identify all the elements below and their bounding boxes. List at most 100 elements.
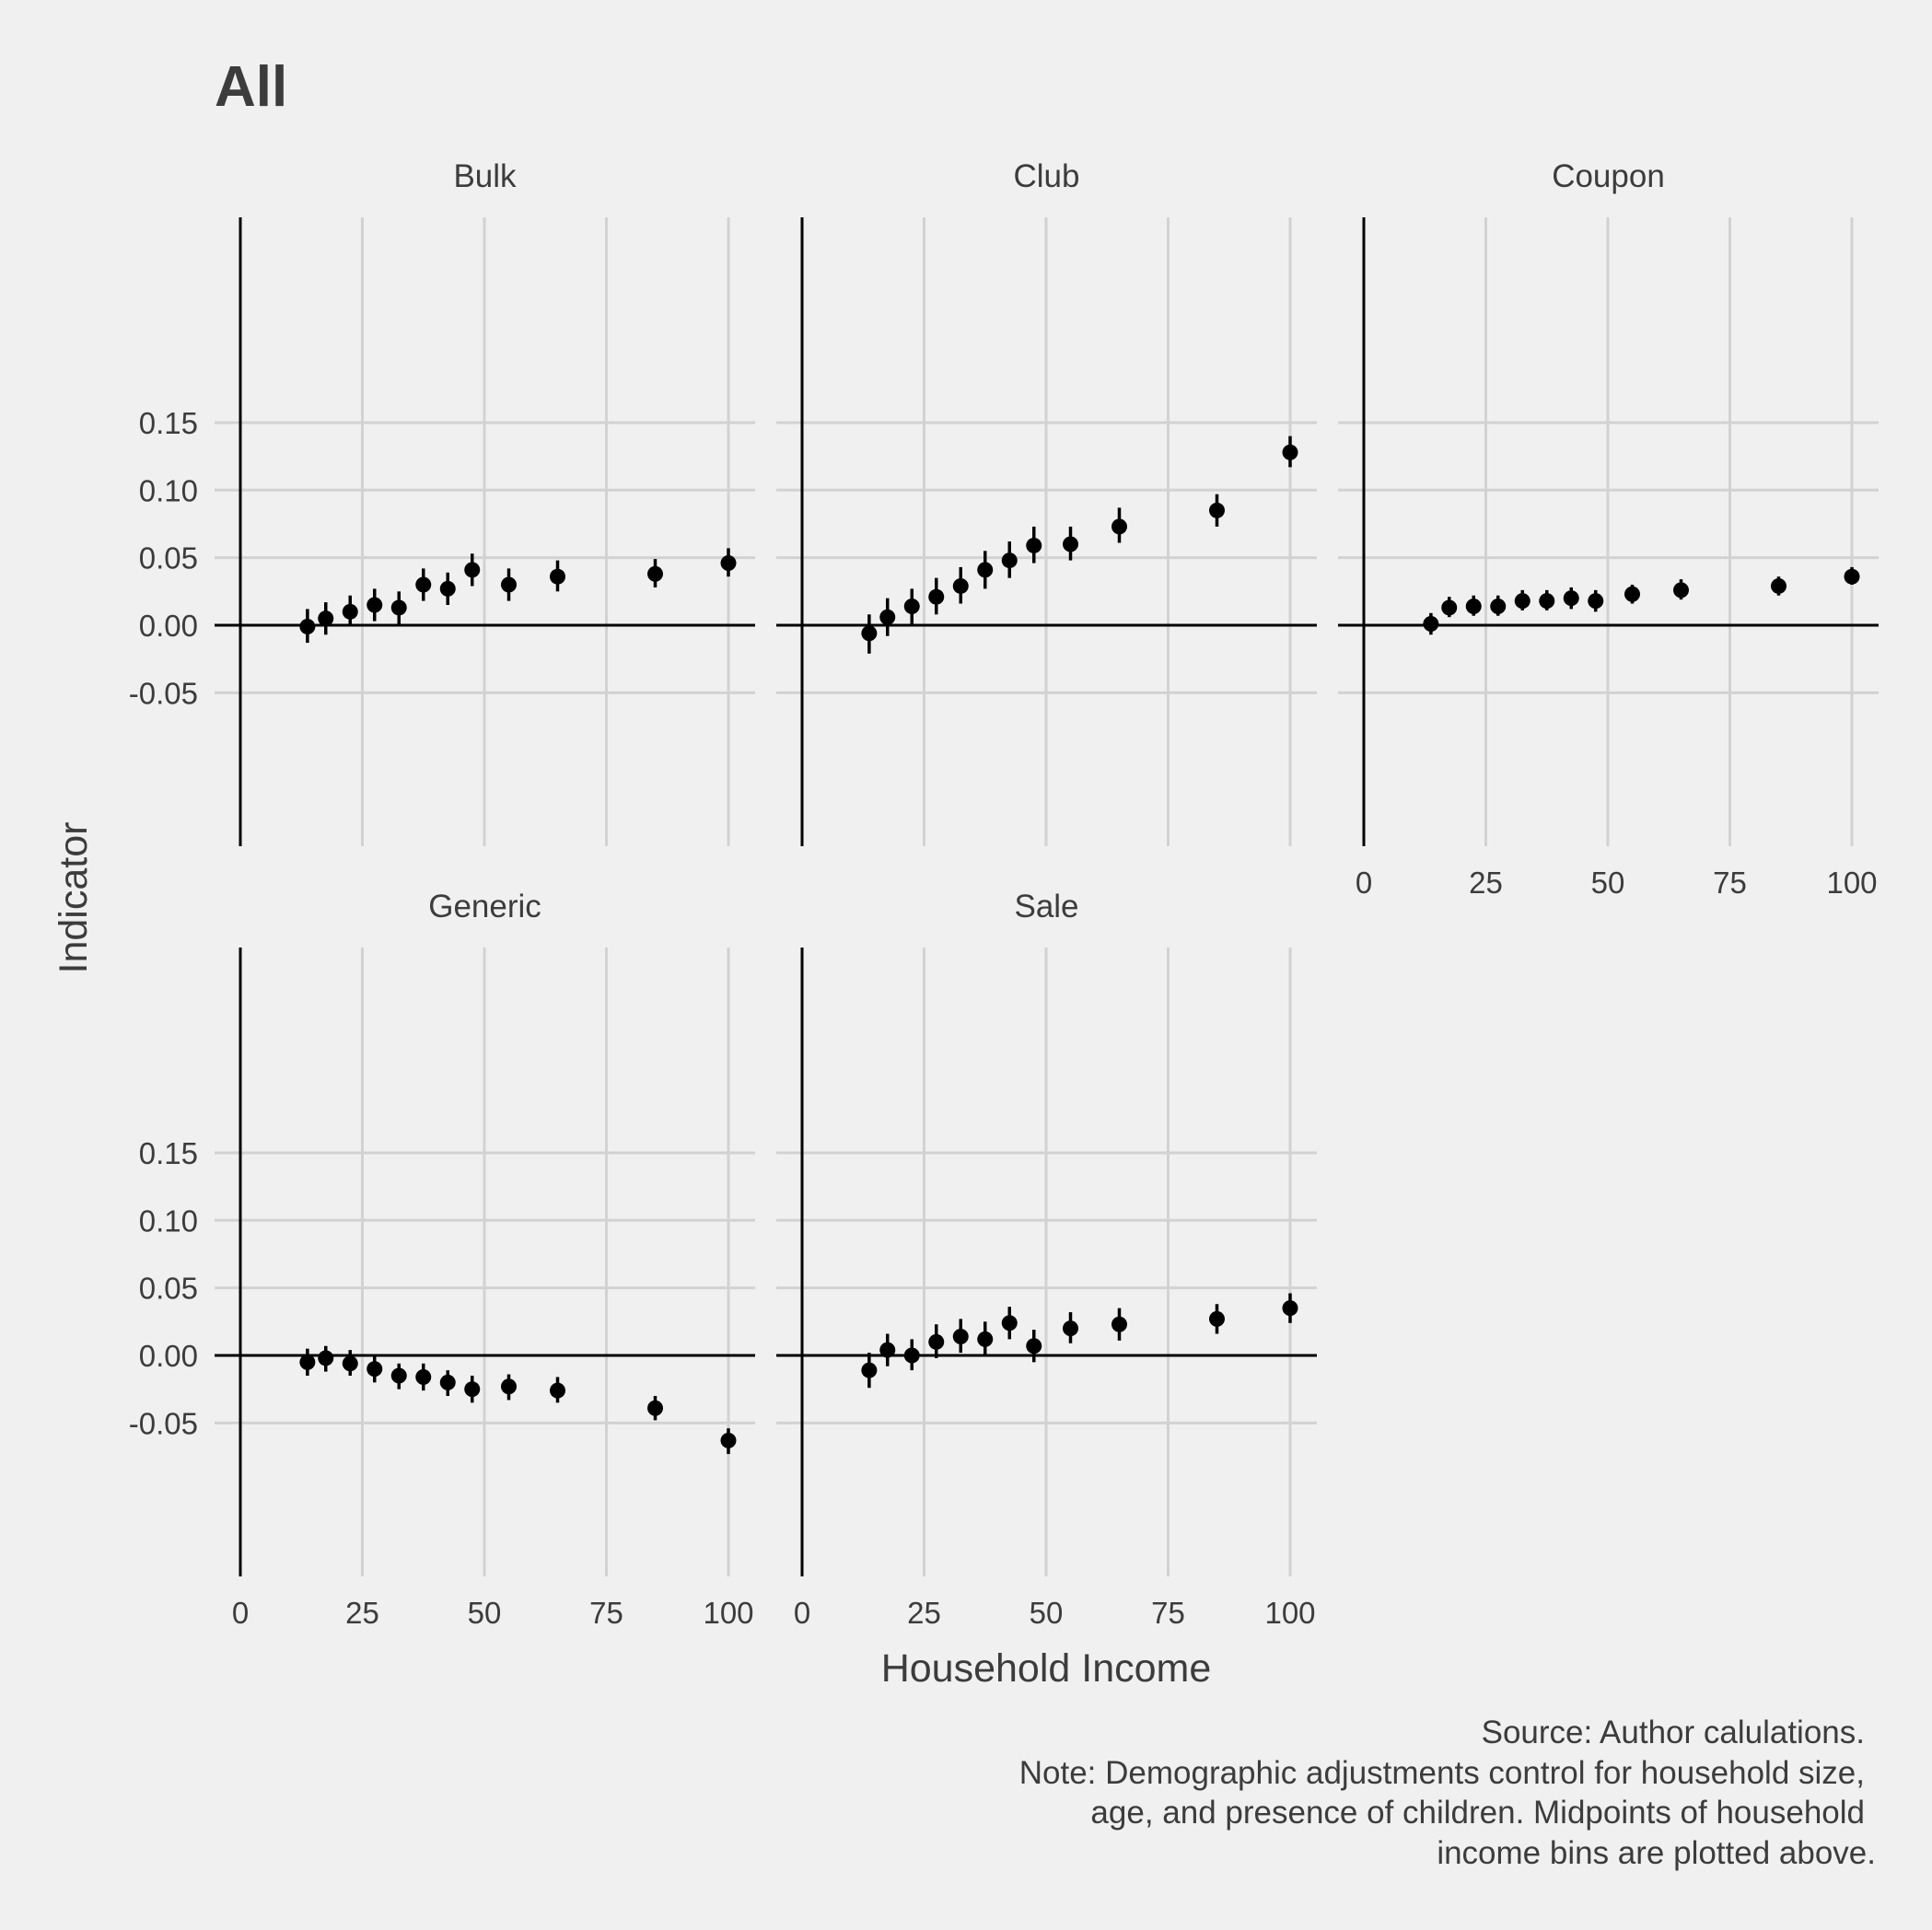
- data-point: [647, 1400, 663, 1416]
- data-point: [720, 1432, 737, 1448]
- data-point: [318, 610, 334, 627]
- data-point: [390, 1367, 407, 1384]
- data-point: [342, 1355, 358, 1372]
- caption-line: age, and presence of children. Midpoints…: [1090, 1795, 1865, 1831]
- data-point: [550, 1382, 565, 1399]
- x-tick-label: 75: [1151, 1596, 1185, 1630]
- data-point: [464, 562, 481, 578]
- chart-title: All: [215, 55, 287, 119]
- data-point: [1001, 1315, 1018, 1331]
- data-point: [415, 1368, 432, 1385]
- y-tick-label: 0.15: [139, 1136, 198, 1170]
- caption-line: Note: Demographic adjustments control fo…: [1019, 1755, 1865, 1791]
- y-tick-label: 0.00: [139, 1339, 198, 1373]
- x-tick-label: 25: [1469, 866, 1503, 900]
- data-point: [415, 576, 432, 593]
- data-point: [1063, 536, 1078, 552]
- y-tick-label: 0.10: [139, 1203, 198, 1238]
- data-point: [977, 562, 994, 578]
- data-point: [928, 588, 945, 605]
- data-point: [1026, 537, 1042, 553]
- x-tick-label: 50: [1591, 866, 1625, 900]
- data-point: [1111, 518, 1127, 535]
- x-tick-label: 100: [1826, 866, 1877, 900]
- data-point: [861, 625, 878, 642]
- data-point: [501, 576, 517, 593]
- data-point: [439, 1374, 456, 1390]
- data-point: [1490, 598, 1507, 614]
- data-point: [879, 609, 896, 625]
- data-point: [1063, 1320, 1078, 1337]
- data-point: [1209, 502, 1225, 518]
- y-axis-label: Indicator: [52, 822, 96, 974]
- y-tick-label: 0.00: [139, 609, 198, 643]
- x-tick-label: 0: [794, 1596, 810, 1630]
- x-tick-label: 100: [1264, 1596, 1315, 1630]
- data-point: [903, 598, 920, 614]
- data-point: [1539, 593, 1555, 610]
- y-tick-label: 0.10: [139, 473, 198, 507]
- y-tick-label: 0.15: [139, 406, 198, 440]
- facet-panels: Bulk -0.05 0.00 0.05 0.10 0.15 Club Coupon 0 25 50…: [129, 158, 1879, 1630]
- data-point: [861, 1362, 878, 1378]
- panel-club: Club: [776, 158, 1317, 846]
- data-point: [1026, 1338, 1042, 1354]
- data-point: [550, 568, 565, 585]
- panel-title: Coupon: [1552, 158, 1665, 194]
- panel-title: Club: [1014, 158, 1080, 194]
- data-point: [1441, 599, 1458, 616]
- caption-line: income bins are plotted above.: [1437, 1835, 1876, 1871]
- data-point: [647, 565, 663, 582]
- x-tick-label: 100: [703, 1596, 753, 1630]
- data-point: [1423, 616, 1439, 633]
- x-tick-label: 0: [232, 1596, 249, 1630]
- y-tick-label: -0.05: [129, 676, 198, 710]
- x-tick-label: 75: [1713, 866, 1747, 900]
- data-point: [439, 580, 456, 597]
- data-point: [1465, 598, 1482, 614]
- data-point: [952, 577, 969, 594]
- data-point: [367, 1361, 383, 1378]
- x-axis-label: Household Income: [881, 1646, 1212, 1691]
- x-tick-label: 25: [907, 1596, 941, 1630]
- y-tick-label: 0.05: [139, 541, 198, 576]
- data-point: [1001, 552, 1018, 569]
- panel-title: Generic: [428, 889, 541, 924]
- y-tick-label: -0.05: [129, 1406, 198, 1440]
- data-point: [342, 603, 358, 620]
- x-tick-label: 25: [345, 1596, 379, 1630]
- data-point: [1844, 568, 1860, 585]
- data-point: [1209, 1310, 1225, 1327]
- data-point: [501, 1378, 517, 1395]
- data-point: [879, 1342, 896, 1358]
- data-point: [1588, 593, 1604, 610]
- data-point: [318, 1350, 334, 1366]
- panel-title: Bulk: [453, 158, 517, 194]
- data-point: [1282, 444, 1298, 460]
- y-tick-label: 0.05: [139, 1272, 198, 1306]
- data-point: [390, 599, 407, 616]
- data-point: [928, 1333, 945, 1350]
- data-point: [720, 555, 737, 572]
- panel-coupon: Coupon 0 25 50 75 100: [1338, 158, 1879, 900]
- x-tick-label: 50: [1030, 1596, 1064, 1630]
- data-point: [952, 1328, 969, 1344]
- panel-bulk: Bulk -0.05 0.00 0.05 0.10 0.15: [129, 158, 755, 846]
- data-point: [977, 1331, 994, 1347]
- data-point: [1673, 582, 1689, 599]
- data-point: [464, 1381, 481, 1398]
- data-point: [1514, 593, 1530, 610]
- data-point: [1563, 590, 1579, 607]
- data-point: [1771, 577, 1787, 594]
- x-tick-label: 50: [468, 1596, 502, 1630]
- data-point: [1624, 586, 1640, 602]
- panel-sale: Sale 0 25 50 75 100: [776, 889, 1317, 1630]
- panel-title: Sale: [1014, 889, 1078, 924]
- x-tick-label: 75: [589, 1596, 623, 1630]
- data-point: [299, 618, 316, 634]
- caption-line: Source: Author calulations.: [1482, 1715, 1865, 1750]
- data-point: [367, 597, 383, 613]
- data-point: [1282, 1300, 1298, 1317]
